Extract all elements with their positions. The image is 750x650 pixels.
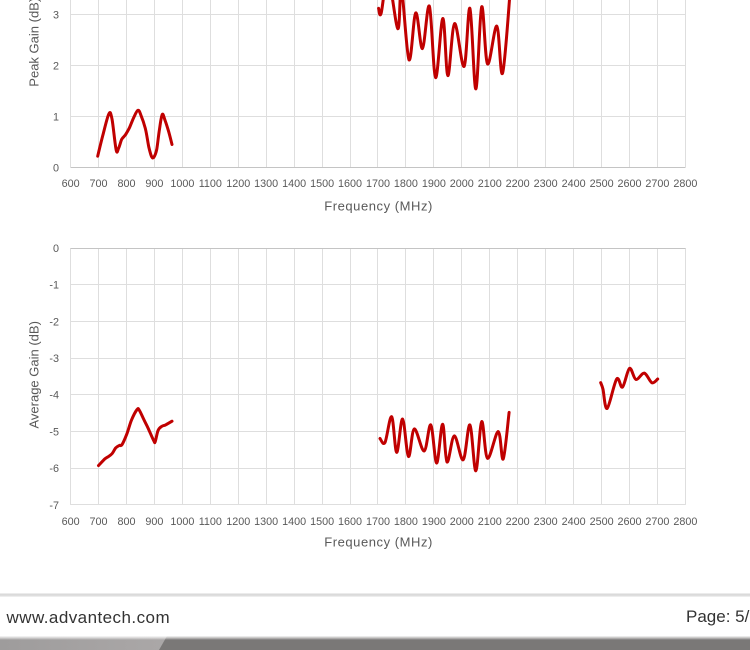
svg-text:2200: 2200 bbox=[506, 516, 530, 528]
svg-text:2700: 2700 bbox=[645, 178, 669, 190]
svg-text:2400: 2400 bbox=[562, 516, 586, 528]
svg-text:1400: 1400 bbox=[282, 178, 306, 190]
svg-text:1400: 1400 bbox=[282, 516, 306, 528]
svg-text:1600: 1600 bbox=[338, 516, 362, 528]
svg-text:1600: 1600 bbox=[338, 178, 362, 190]
svg-text:1200: 1200 bbox=[226, 178, 250, 190]
svg-text:700: 700 bbox=[89, 516, 107, 528]
svg-text:600: 600 bbox=[62, 516, 80, 528]
svg-text:2100: 2100 bbox=[478, 178, 502, 190]
svg-text:-6: -6 bbox=[49, 463, 59, 475]
svg-text:1700: 1700 bbox=[366, 516, 390, 528]
svg-text:0: 0 bbox=[53, 243, 59, 255]
svg-text:2800: 2800 bbox=[673, 178, 697, 190]
svg-text:Peak Gain (dB): Peak Gain (dB) bbox=[26, 0, 41, 87]
svg-text:2300: 2300 bbox=[534, 178, 558, 190]
svg-text:1800: 1800 bbox=[394, 178, 418, 190]
svg-text:2700: 2700 bbox=[645, 516, 669, 528]
svg-text:-5: -5 bbox=[49, 426, 59, 438]
svg-text:700: 700 bbox=[89, 178, 107, 190]
svg-text:2400: 2400 bbox=[562, 178, 586, 190]
svg-text:-3: -3 bbox=[49, 353, 59, 365]
svg-text:2200: 2200 bbox=[506, 178, 530, 190]
svg-text:2100: 2100 bbox=[478, 516, 502, 528]
svg-text:Frequency (MHz): Frequency (MHz) bbox=[324, 199, 433, 214]
svg-text:1800: 1800 bbox=[394, 516, 418, 528]
svg-text:2800: 2800 bbox=[673, 516, 697, 528]
svg-text:1: 1 bbox=[53, 111, 59, 123]
svg-text:-1: -1 bbox=[49, 280, 59, 292]
svg-text:2000: 2000 bbox=[450, 516, 474, 528]
svg-text:800: 800 bbox=[117, 516, 135, 528]
svg-text:3: 3 bbox=[53, 9, 59, 21]
svg-text:-4: -4 bbox=[49, 390, 59, 402]
svg-text:1000: 1000 bbox=[170, 516, 194, 528]
svg-text:1700: 1700 bbox=[366, 178, 390, 190]
svg-text:2600: 2600 bbox=[617, 178, 641, 190]
svg-text:-2: -2 bbox=[49, 316, 59, 328]
svg-text:1000: 1000 bbox=[170, 178, 194, 190]
svg-text:900: 900 bbox=[145, 516, 163, 528]
svg-text:2500: 2500 bbox=[590, 178, 614, 190]
svg-text:1900: 1900 bbox=[422, 178, 446, 190]
svg-text:1300: 1300 bbox=[254, 516, 278, 528]
svg-text:1100: 1100 bbox=[199, 516, 222, 528]
svg-text:2: 2 bbox=[53, 60, 59, 72]
svg-text:600: 600 bbox=[62, 178, 80, 190]
svg-text:1300: 1300 bbox=[254, 178, 278, 190]
svg-text:1500: 1500 bbox=[310, 516, 334, 528]
svg-text:1500: 1500 bbox=[310, 178, 334, 190]
svg-text:2600: 2600 bbox=[617, 516, 641, 528]
svg-text:2000: 2000 bbox=[450, 178, 474, 190]
svg-text:-7: -7 bbox=[49, 500, 59, 512]
svg-text:800: 800 bbox=[117, 178, 135, 190]
svg-text:Average Gain (dB): Average Gain (dB) bbox=[26, 321, 41, 428]
svg-text:900: 900 bbox=[145, 178, 163, 190]
svg-text:1900: 1900 bbox=[422, 516, 446, 528]
svg-text:2500: 2500 bbox=[590, 516, 614, 528]
svg-text:1100: 1100 bbox=[199, 178, 222, 190]
svg-text:2300: 2300 bbox=[534, 516, 558, 528]
svg-text:1200: 1200 bbox=[226, 516, 250, 528]
svg-text:0: 0 bbox=[53, 162, 59, 174]
svg-text:Frequency (MHz): Frequency (MHz) bbox=[324, 534, 433, 549]
